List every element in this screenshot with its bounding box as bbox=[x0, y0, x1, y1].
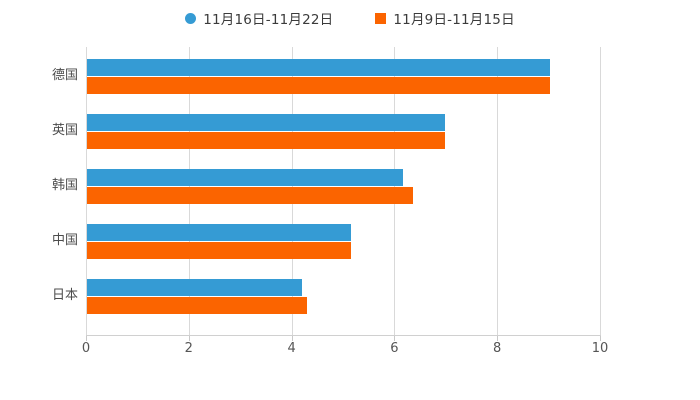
y-axis-label: 日本 bbox=[51, 288, 78, 303]
x-tick-label: 0 bbox=[81, 341, 91, 356]
gridline bbox=[86, 47, 87, 335]
circle-marker-icon bbox=[185, 12, 197, 24]
bar-primary[interactable] bbox=[87, 279, 302, 296]
x-tick-label: 10 bbox=[591, 341, 609, 356]
bar-secondary[interactable] bbox=[87, 77, 550, 94]
x-tick-mark bbox=[394, 336, 396, 341]
y-axis-label: 韩国 bbox=[51, 178, 78, 193]
y-axis-label: 中国 bbox=[51, 233, 78, 248]
gridline bbox=[497, 47, 499, 335]
bar-primary[interactable] bbox=[87, 114, 446, 131]
x-axis-line bbox=[86, 335, 601, 336]
bar-secondary[interactable] bbox=[87, 187, 414, 204]
x-tick-label: 2 bbox=[184, 341, 193, 356]
x-tick-mark bbox=[86, 336, 87, 341]
bar-primary[interactable] bbox=[87, 59, 550, 76]
legend-label-series-2: 11月9日-11月15日 bbox=[393, 12, 515, 28]
bar-secondary[interactable] bbox=[87, 132, 446, 149]
x-tick-mark bbox=[600, 336, 601, 341]
square-marker-icon bbox=[375, 12, 387, 24]
chart-legend: 11月16日-11月22日 11月9日-11月15日 bbox=[0, 8, 700, 28]
x-tick-label: 6 bbox=[390, 341, 399, 356]
legend-item-series-1[interactable]: 11月16日-11月22日 bbox=[185, 8, 333, 28]
y-axis-label: 英国 bbox=[51, 123, 78, 138]
plot-area bbox=[86, 47, 601, 335]
bar-secondary[interactable] bbox=[87, 297, 307, 314]
x-tick-mark bbox=[497, 336, 499, 341]
bar-secondary[interactable] bbox=[87, 242, 352, 259]
bar-primary[interactable] bbox=[87, 169, 404, 186]
x-tick-mark bbox=[188, 336, 190, 341]
legend-item-series-2[interactable]: 11月9日-11月15日 bbox=[375, 8, 515, 28]
x-tick-label: 4 bbox=[287, 341, 296, 356]
legend-label-series-1: 11月16日-11月22日 bbox=[203, 12, 334, 28]
gridline bbox=[600, 47, 601, 335]
x-tick-mark bbox=[291, 336, 293, 341]
bar-primary[interactable] bbox=[87, 224, 352, 241]
y-axis-label: 德国 bbox=[51, 68, 78, 83]
x-tick-label: 8 bbox=[493, 341, 502, 356]
